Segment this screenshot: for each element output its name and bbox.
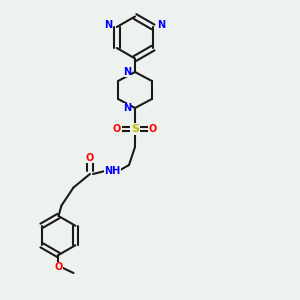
Text: O: O	[149, 124, 157, 134]
Text: S: S	[131, 124, 139, 134]
Text: N: N	[123, 67, 131, 77]
Text: O: O	[113, 124, 121, 134]
Text: O: O	[86, 152, 94, 163]
Text: O: O	[54, 262, 63, 272]
Text: N: N	[104, 20, 112, 31]
Text: NH: NH	[104, 166, 121, 176]
Text: N: N	[123, 103, 131, 113]
Text: N: N	[158, 20, 166, 31]
